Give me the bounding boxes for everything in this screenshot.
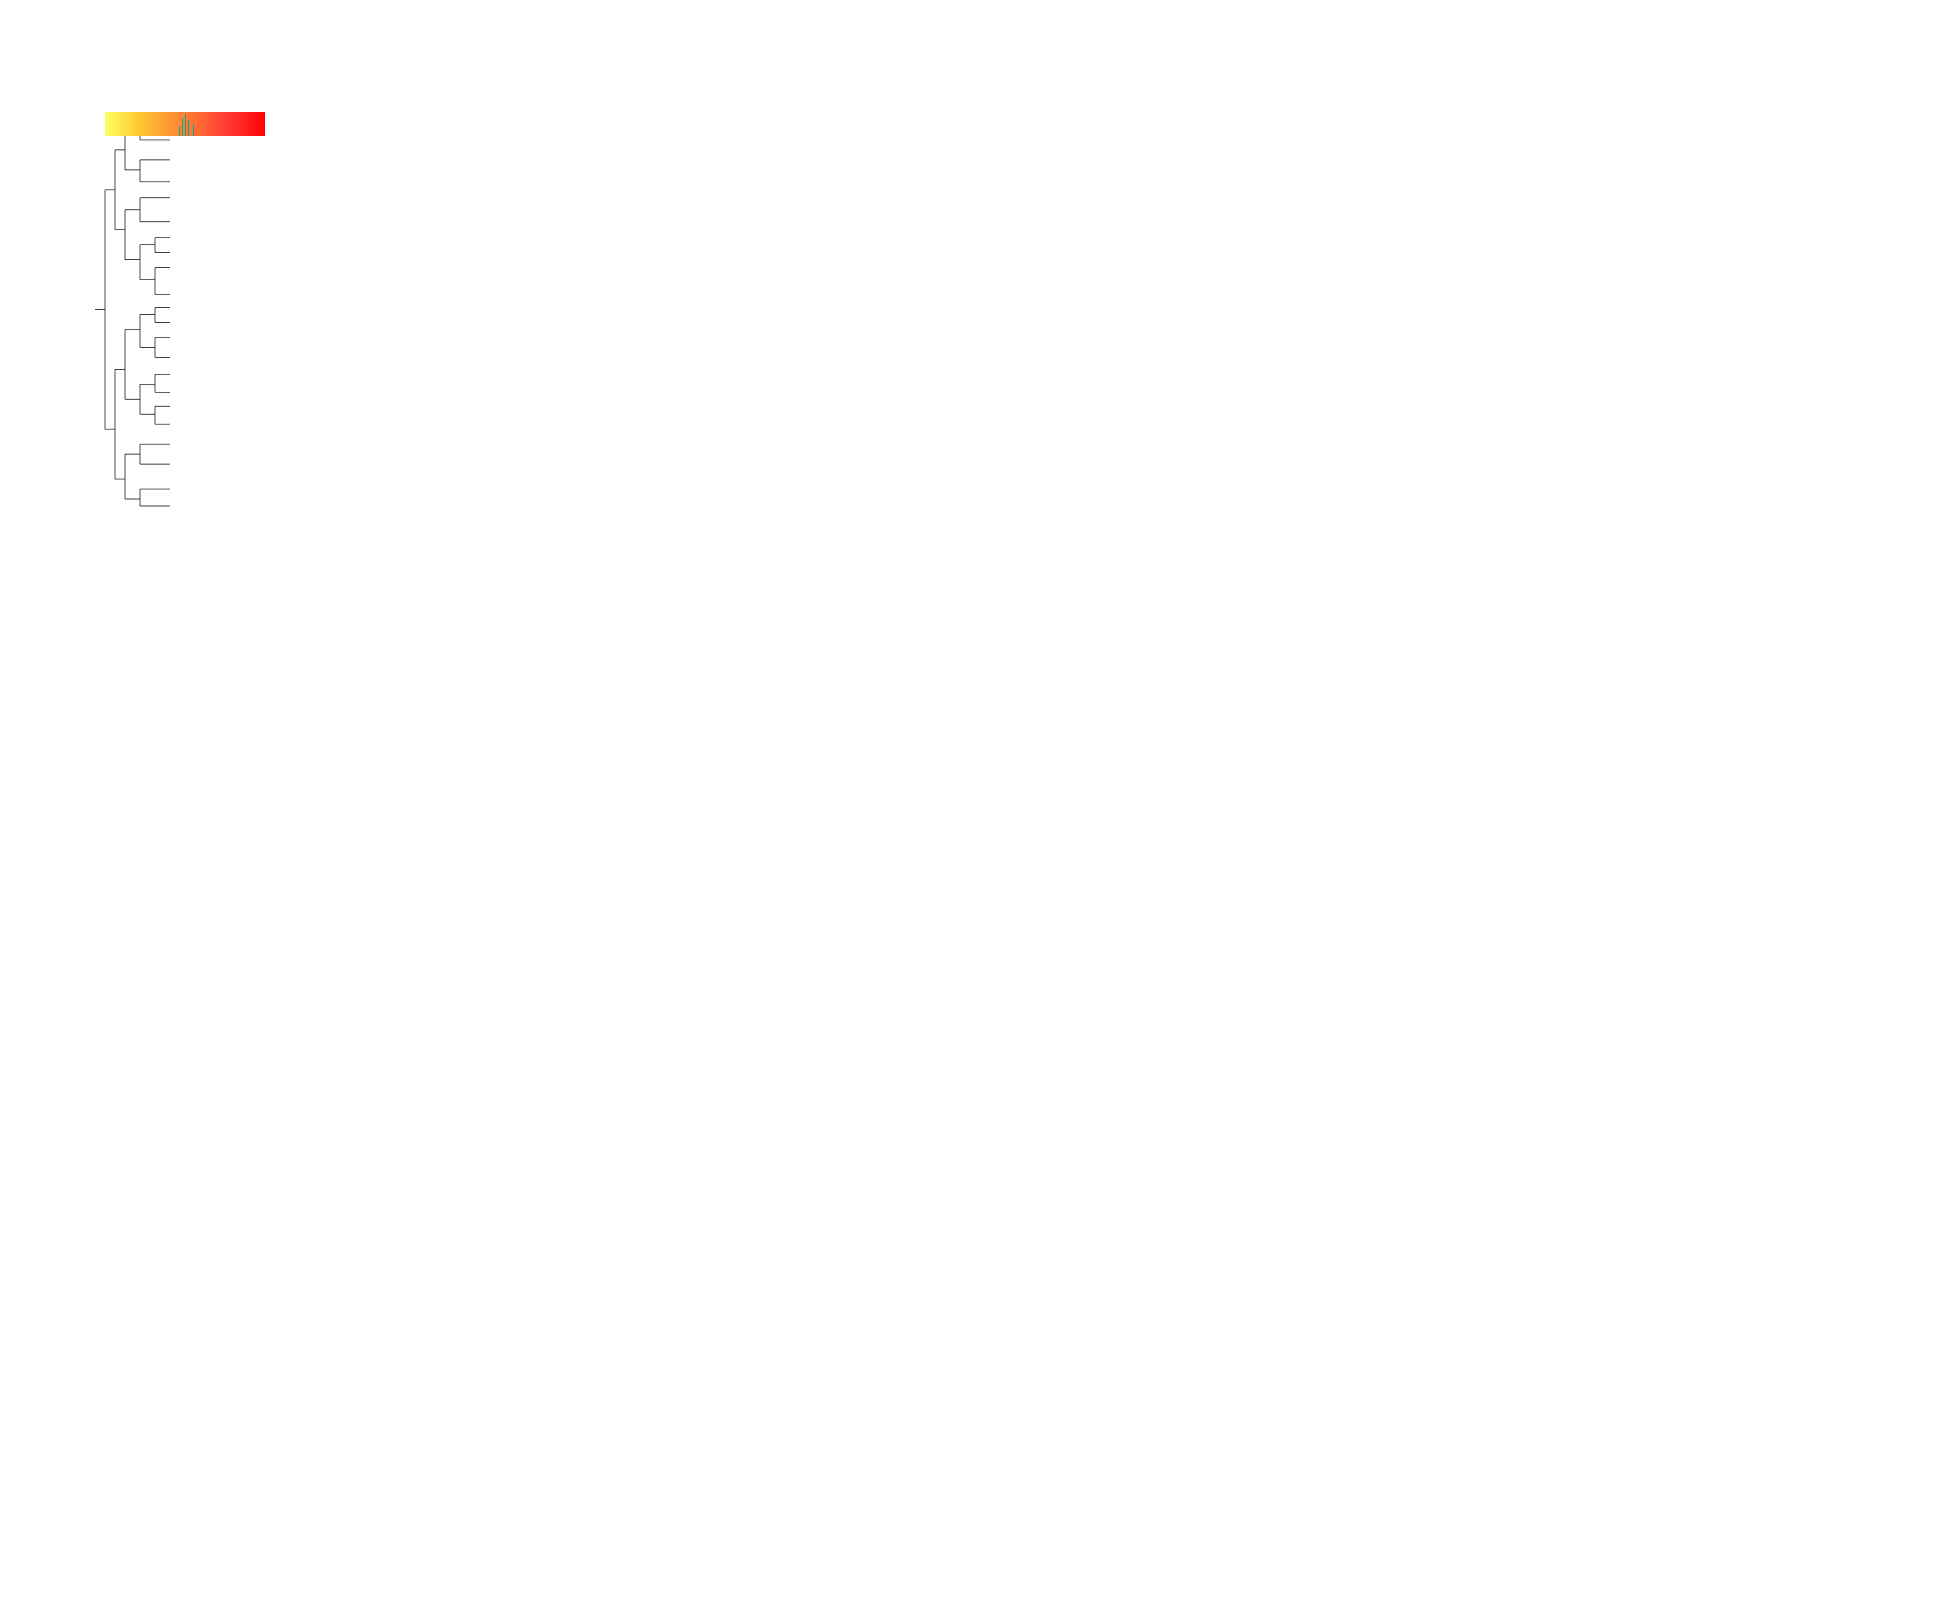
- figure-grid: [20, 20, 1924, 749]
- color-key: [100, 110, 270, 140]
- row-dendrogram: [90, 110, 170, 509]
- panel-c: [20, 609, 952, 749]
- panel-d: [992, 609, 1924, 749]
- colorkey-gradient: [105, 112, 265, 136]
- panel-a: [20, 20, 952, 549]
- panel-b: [992, 20, 1924, 549]
